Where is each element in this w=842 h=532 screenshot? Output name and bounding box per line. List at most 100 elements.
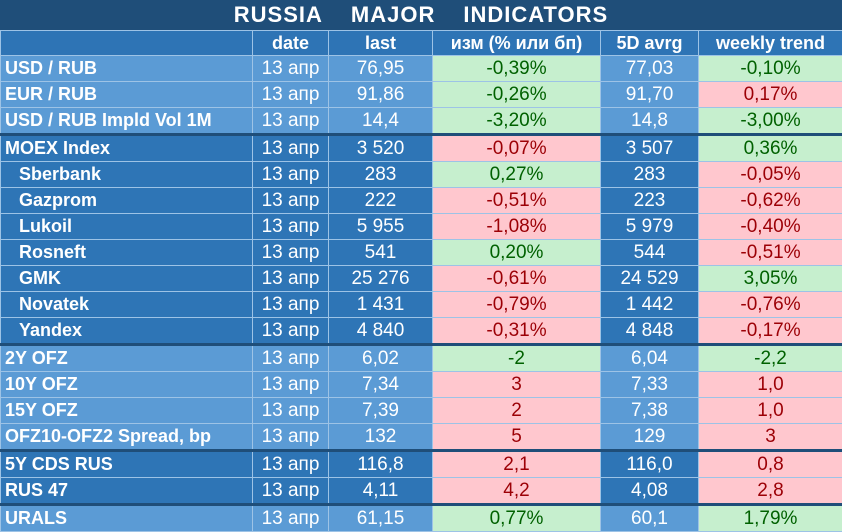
cell-5d-avg[interactable]: 223 [601,188,699,214]
cell-change[interactable]: -0,31% [433,318,601,345]
cell-5d-avg[interactable]: 60,1 [601,505,699,532]
cell-date[interactable]: 13 апр [253,398,329,424]
cell-date[interactable]: 13 апр [253,56,329,82]
cell-5d-avg[interactable]: 91,70 [601,82,699,108]
cell-last[interactable]: 5 955 [329,214,433,240]
cell-change[interactable]: 4,2 [433,478,601,505]
cell-weekly-trend[interactable]: 1,0 [699,372,842,398]
cell-date[interactable]: 13 апр [253,292,329,318]
cell-weekly-trend[interactable]: 3 [699,424,842,451]
cell-change[interactable]: -0,26% [433,82,601,108]
cell-5d-avg[interactable]: 7,38 [601,398,699,424]
cell-change[interactable]: -0,07% [433,135,601,162]
cell-date[interactable]: 13 апр [253,478,329,505]
cell-last[interactable]: 3 520 [329,135,433,162]
cell-change[interactable]: -0,39% [433,56,601,82]
cell-name[interactable]: GMK [1,266,253,292]
cell-name[interactable]: MOEX Index [1,135,253,162]
cell-weekly-trend[interactable]: -2,2 [699,345,842,372]
cell-last[interactable]: 4,11 [329,478,433,505]
cell-name[interactable]: Novatek [1,292,253,318]
cell-last[interactable]: 7,34 [329,372,433,398]
cell-last[interactable]: 6,02 [329,345,433,372]
cell-weekly-trend[interactable]: -0,10% [699,56,842,82]
cell-date[interactable]: 13 апр [253,345,329,372]
cell-5d-avg[interactable]: 24 529 [601,266,699,292]
cell-name[interactable]: 15Y OFZ [1,398,253,424]
cell-date[interactable]: 13 апр [253,266,329,292]
cell-change[interactable]: 3 [433,372,601,398]
cell-5d-avg[interactable]: 5 979 [601,214,699,240]
cell-date[interactable]: 13 апр [253,505,329,532]
cell-last[interactable]: 76,95 [329,56,433,82]
cell-change[interactable]: 0,27% [433,162,601,188]
cell-date[interactable]: 13 апр [253,318,329,345]
cell-date[interactable]: 13 апр [253,82,329,108]
cell-weekly-trend[interactable]: -0,05% [699,162,842,188]
cell-last[interactable]: 91,86 [329,82,433,108]
cell-last[interactable]: 14,4 [329,108,433,135]
cell-last[interactable]: 1 431 [329,292,433,318]
cell-5d-avg[interactable]: 77,03 [601,56,699,82]
cell-weekly-trend[interactable]: 1,79% [699,505,842,532]
cell-5d-avg[interactable]: 3 507 [601,135,699,162]
cell-last[interactable]: 222 [329,188,433,214]
cell-last[interactable]: 541 [329,240,433,266]
cell-5d-avg[interactable]: 14,8 [601,108,699,135]
cell-change[interactable]: -2 [433,345,601,372]
cell-last[interactable]: 132 [329,424,433,451]
cell-last[interactable]: 283 [329,162,433,188]
cell-date[interactable]: 13 апр [253,451,329,478]
cell-change[interactable]: -1,08% [433,214,601,240]
cell-date[interactable]: 13 апр [253,188,329,214]
cell-name[interactable]: 2Y OFZ [1,345,253,372]
cell-last[interactable]: 61,15 [329,505,433,532]
cell-weekly-trend[interactable]: -0,40% [699,214,842,240]
cell-date[interactable]: 13 апр [253,240,329,266]
cell-weekly-trend[interactable]: 0,36% [699,135,842,162]
cell-last[interactable]: 25 276 [329,266,433,292]
cell-change[interactable]: 2 [433,398,601,424]
cell-last[interactable]: 4 840 [329,318,433,345]
cell-date[interactable]: 13 апр [253,135,329,162]
cell-weekly-trend[interactable]: 0,8 [699,451,842,478]
cell-change[interactable]: 0,77% [433,505,601,532]
cell-name[interactable]: Lukoil [1,214,253,240]
cell-name[interactable]: Sberbank [1,162,253,188]
cell-change[interactable]: 0,20% [433,240,601,266]
cell-date[interactable]: 13 апр [253,108,329,135]
cell-name[interactable]: Gazprom [1,188,253,214]
cell-5d-avg[interactable]: 129 [601,424,699,451]
cell-name[interactable]: EUR / RUB [1,82,253,108]
cell-weekly-trend[interactable]: 0,17% [699,82,842,108]
cell-5d-avg[interactable]: 1 442 [601,292,699,318]
cell-weekly-trend[interactable]: -0,62% [699,188,842,214]
cell-weekly-trend[interactable]: -0,76% [699,292,842,318]
cell-date[interactable]: 13 апр [253,424,329,451]
cell-last[interactable]: 116,8 [329,451,433,478]
cell-weekly-trend[interactable]: -0,51% [699,240,842,266]
cell-change[interactable]: -0,61% [433,266,601,292]
cell-change[interactable]: -0,51% [433,188,601,214]
cell-name[interactable]: USD / RUB [1,56,253,82]
cell-name[interactable]: 10Y OFZ [1,372,253,398]
cell-name[interactable]: RUS 47 [1,478,253,505]
cell-weekly-trend[interactable]: -0,17% [699,318,842,345]
cell-name[interactable]: 5Y CDS RUS [1,451,253,478]
cell-last[interactable]: 7,39 [329,398,433,424]
cell-weekly-trend[interactable]: 2,8 [699,478,842,505]
cell-change[interactable]: 2,1 [433,451,601,478]
cell-change[interactable]: -3,20% [433,108,601,135]
cell-5d-avg[interactable]: 544 [601,240,699,266]
cell-date[interactable]: 13 апр [253,214,329,240]
cell-weekly-trend[interactable]: -3,00% [699,108,842,135]
cell-5d-avg[interactable]: 6,04 [601,345,699,372]
cell-change[interactable]: -0,79% [433,292,601,318]
cell-5d-avg[interactable]: 4,08 [601,478,699,505]
cell-date[interactable]: 13 апр [253,162,329,188]
cell-name[interactable]: Rosneft [1,240,253,266]
cell-change[interactable]: 5 [433,424,601,451]
cell-name[interactable]: USD / RUB Impld Vol 1M [1,108,253,135]
cell-name[interactable]: OFZ10-OFZ2 Spread, bp [1,424,253,451]
cell-weekly-trend[interactable]: 3,05% [699,266,842,292]
